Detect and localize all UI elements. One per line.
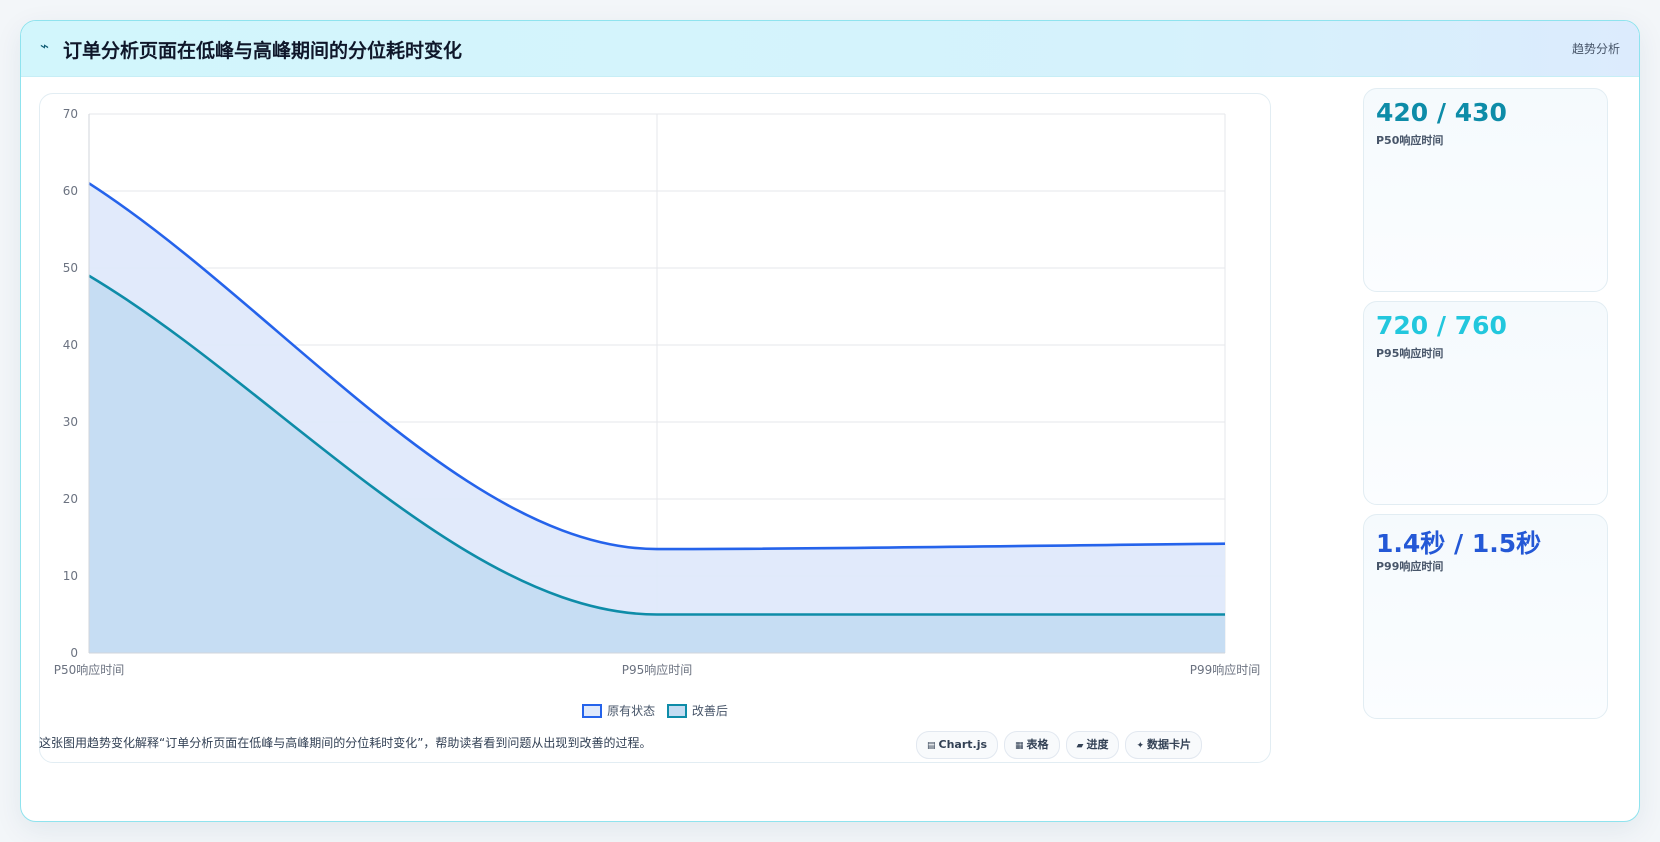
y-tick-label: 40 bbox=[63, 338, 78, 352]
legend-item-original[interactable]: 原有状态 bbox=[582, 702, 655, 719]
series-line-improved bbox=[88, 274, 1225, 616]
stat-label-p99: P99响应时间 bbox=[1376, 560, 1444, 573]
chart-icon: ▤ bbox=[927, 741, 936, 751]
x-tick-label: P50响应时间 bbox=[54, 662, 125, 677]
chart-legend: 原有状态 改善后 bbox=[40, 702, 1270, 719]
stat-value-p99: 1.4秒 / 1.5秒 bbox=[1376, 529, 1542, 558]
stat-card-p95: 720 / 760 P95响应时间 bbox=[1363, 301, 1608, 505]
sparkle-icon: ✦ bbox=[1136, 741, 1145, 751]
page-title: 订单分析页面在低峰与高峰期间的分位耗时变化 bbox=[63, 40, 463, 62]
pill-data-card[interactable]: ✦ 数据卡片 bbox=[1125, 731, 1203, 759]
feature-pills: ▤ Chart.js ▦ 表格 ▰ 进度 ✦ 数据卡片 bbox=[916, 731, 1208, 759]
area-fill-improved bbox=[89, 275, 1225, 653]
legend-swatch-improved bbox=[666, 703, 687, 718]
y-tick-label: 10 bbox=[63, 569, 78, 583]
y-tick-label: 30 bbox=[63, 415, 78, 429]
legend-item-improved[interactable]: 改善后 bbox=[666, 702, 728, 719]
pill-label: 数据卡片 bbox=[1147, 738, 1192, 751]
legend-label-original: 原有状态 bbox=[607, 704, 656, 718]
y-tick-label: 20 bbox=[63, 492, 78, 506]
legend-swatch-original bbox=[582, 703, 603, 718]
card-header: ⌁ 订单分析页面在低峰与高峰期间的分位耗时变化 趋势分析 bbox=[21, 21, 1639, 77]
pill-label: Chart.js bbox=[938, 738, 988, 751]
stat-label-p50: P50响应时间 bbox=[1376, 134, 1444, 147]
chart-panel: 0 10 20 30 40 50 60 70 P50响应时间 P95响应时间 P99响应时间 原有状… bbox=[39, 93, 1271, 763]
stat-label-p95: P95响应时间 bbox=[1376, 347, 1444, 360]
table-icon: ▦ bbox=[1015, 741, 1024, 751]
stat-card-p99: 1.4秒 / 1.5秒 P99响应时间 bbox=[1363, 514, 1608, 719]
dashboard-card: ⌁ 订单分析页面在低峰与高峰期间的分位耗时变化 趋势分析 0 10 20 30 40 50… bbox=[20, 20, 1640, 822]
pill-label: 表格 bbox=[1026, 738, 1049, 751]
y-tick-label: 70 bbox=[63, 107, 78, 121]
stat-card-p50: 420 / 430 P50响应时间 bbox=[1363, 88, 1608, 292]
pill-chartjs[interactable]: ▤ Chart.js bbox=[916, 731, 999, 759]
category-tag: 趋势分析 bbox=[1571, 42, 1620, 56]
pill-table[interactable]: ▦ 表格 bbox=[1004, 731, 1060, 759]
pill-progress[interactable]: ▰ 进度 bbox=[1065, 731, 1120, 759]
y-tick-label: 0 bbox=[70, 646, 78, 660]
area-chart: 0 10 20 30 40 50 60 70 P50响应时间 P95响应时间 P99响应时间 bbox=[54, 107, 1261, 677]
x-tick-label: P99响应时间 bbox=[1190, 662, 1261, 677]
y-tick-label: 50 bbox=[63, 261, 78, 275]
stat-value-p50: 420 / 430 bbox=[1376, 98, 1507, 127]
chart-description: 这张图用趋势变化解释“订单分析页面在低峰与高峰期间的分位耗时变化”，帮助读者看到… bbox=[39, 736, 652, 750]
y-tick-label: 60 bbox=[63, 184, 78, 198]
x-tick-label: P95响应时间 bbox=[622, 662, 693, 677]
pulse-icon: ⌁ bbox=[40, 37, 50, 55]
stat-value-p95: 720 / 760 bbox=[1376, 311, 1507, 340]
series-line-original bbox=[88, 182, 1226, 551]
progress-icon: ▰ bbox=[1076, 741, 1084, 751]
legend-label-improved: 改善后 bbox=[691, 704, 728, 718]
pill-label: 进度 bbox=[1086, 738, 1109, 751]
